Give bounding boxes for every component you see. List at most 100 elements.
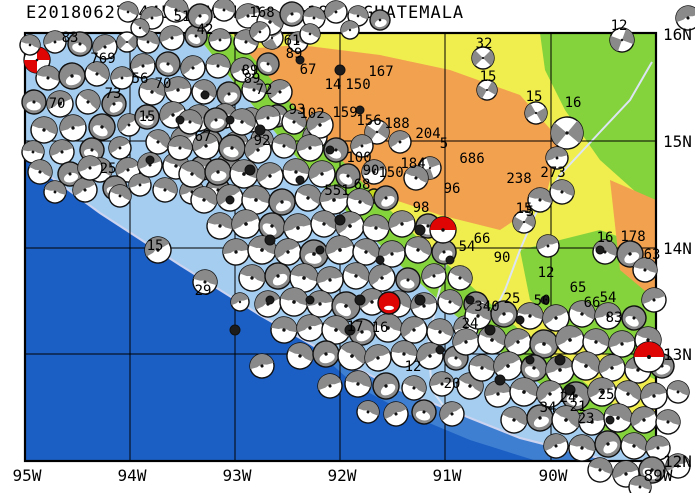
depth-label: 32 [476, 36, 493, 52]
depth-label: 16 [597, 230, 614, 246]
focal-mechanism-symbol [138, 78, 166, 106]
lat-label: 15N [663, 132, 692, 151]
depth-label: 42 [197, 22, 214, 38]
depth-label: 5 [440, 136, 448, 152]
seismicity-speck [605, 415, 615, 425]
focal-mechanism-symbol [368, 264, 396, 292]
focal-mechanism-symbol [299, 23, 321, 45]
focal-mechanism-symbol [43, 30, 67, 54]
focal-mechanism-symbol [163, 0, 189, 23]
depth-label: 16 [565, 95, 582, 111]
focal-mechanism-symbol [267, 79, 293, 105]
focal-mechanism-symbol [403, 165, 429, 191]
focal-mechanism-symbol [256, 52, 280, 76]
focal-mechanism-symbol [230, 292, 250, 312]
depth-label: 23 [578, 411, 595, 427]
depth-label: 238 [506, 171, 531, 187]
focal-mechanism-symbol [204, 158, 232, 186]
depth-label: 340 [474, 299, 499, 315]
focal-mechanism-symbol [344, 370, 372, 398]
focal-mechanism-symbol [476, 79, 498, 101]
focal-mechanism-symbol [464, 302, 492, 330]
focal-mechanism-symbol [296, 314, 324, 342]
focal-mechanism-symbol [587, 377, 617, 407]
focal-mechanism-symbol [468, 354, 496, 382]
focal-mechanism-symbol [587, 457, 613, 483]
seismicity-speck [334, 64, 346, 76]
focal-mechanism-symbol [323, 137, 349, 163]
depth-label: 204 [415, 126, 440, 142]
depth-label: 150 [345, 77, 370, 93]
focal-mechanism-symbol [274, 238, 302, 266]
focal-mechanism-symbol [437, 289, 463, 315]
focal-mechanism-symbol [512, 210, 536, 234]
seismicity-speck [305, 295, 315, 305]
focal-mechanism-symbol [117, 113, 141, 137]
depth-label: 63 [644, 247, 661, 263]
seismicity-speck [494, 374, 506, 386]
focal-mechanism-symbol [342, 262, 370, 290]
lon-label: 89W [644, 466, 673, 485]
focal-mechanism-symbol [524, 101, 548, 125]
focal-mechanism-symbol [377, 291, 401, 315]
focal-mechanism-symbol [92, 34, 118, 60]
focal-mechanism-symbol [302, 6, 326, 30]
focal-mechanism-symbol [490, 300, 518, 328]
depth-label: 551 [324, 183, 349, 199]
focal-mechanism-symbol [130, 18, 150, 38]
focal-mechanism-symbol [77, 155, 103, 181]
depth-label: 96 [444, 181, 461, 197]
focal-mechanism-symbol [271, 133, 297, 159]
focal-mechanism-symbol [373, 313, 403, 343]
depth-label: 24 [560, 390, 577, 406]
depth-label: 188 [384, 116, 409, 132]
focal-mechanism-symbol [361, 159, 387, 185]
depth-label: 15 [516, 201, 533, 217]
depth-label: 178 [620, 229, 645, 245]
focal-mechanism-symbol [325, 235, 355, 265]
focal-mechanism-symbol [598, 354, 626, 382]
seismicity-speck [354, 294, 366, 306]
seismicity-speck [465, 295, 475, 305]
focal-mechanism-symbol [372, 372, 400, 400]
depth-label: 21 [570, 399, 587, 415]
focal-mechanism-symbol [520, 354, 548, 382]
focal-mechanism-symbol [529, 329, 559, 359]
focal-mechanism-symbol [655, 409, 681, 435]
lon-label: 90W [539, 466, 568, 485]
focal-mechanism-symbol [294, 184, 322, 212]
focal-mechanism-symbol [369, 9, 391, 31]
depth-label: 769 [90, 51, 115, 67]
focal-mechanism-symbol [426, 318, 454, 346]
focal-mechanism-symbol [75, 89, 101, 115]
focal-mechanism-symbol [348, 318, 376, 346]
focal-mechanism-symbol [46, 90, 74, 118]
seismicity-speck [595, 245, 605, 255]
focal-mechanism-symbol [27, 159, 53, 185]
depth-label: 15 [480, 69, 497, 85]
focal-mechanism-symbol [364, 119, 390, 145]
focal-mechanism-symbol [283, 213, 313, 243]
focal-mechanism-symbol [270, 316, 298, 344]
focal-mechanism-symbol [388, 210, 416, 238]
seismicity-speck [325, 145, 335, 155]
depth-label: 51 [174, 9, 191, 25]
focal-mechanism-layer [19, 0, 695, 493]
depth-label: 17 [347, 319, 364, 335]
focal-mechanism-symbol [134, 104, 160, 130]
depth-label: 34 [540, 400, 557, 416]
focal-mechanism-symbol [241, 77, 267, 103]
seismicity-speck [244, 164, 256, 176]
focal-mechanism-symbol [256, 162, 284, 190]
depth-label: 273 [540, 165, 565, 181]
focal-mechanism-symbol [504, 328, 532, 356]
focal-mechanism-symbol [645, 435, 671, 461]
focal-mechanism-symbol [324, 0, 348, 24]
focal-mechanism-symbol [568, 434, 596, 462]
focal-mechanism-symbol [59, 114, 87, 142]
focal-mechanism-symbol [509, 377, 539, 407]
focal-mechanism-symbol [255, 105, 281, 131]
depth-label: 89 [286, 46, 303, 62]
focal-mechanism-symbol [49, 139, 75, 165]
focal-mechanism-symbol [279, 287, 309, 317]
